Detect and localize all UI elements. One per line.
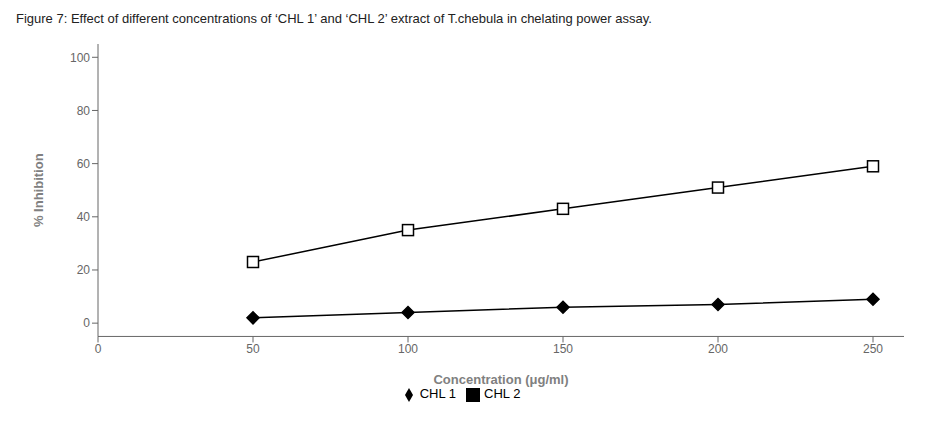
svg-text:250: 250 [863,342,883,356]
svg-text:150: 150 [553,342,573,356]
svg-text:20: 20 [77,263,91,277]
svg-text:0: 0 [83,316,90,330]
svg-text:40: 40 [77,210,91,224]
html-text:CHL 2: CHL 2 [484,386,521,402]
svg-text:0: 0 [95,342,102,356]
html-text:Figure 7: Effect of different: Figure 7: Effect of different concentrat… [16,11,652,26]
svg-text:Concentration (μg/ml): Concentration (μg/ml) [433,372,568,387]
svg-text:80: 80 [77,104,91,118]
svg-text:100: 100 [398,342,418,356]
svg-text:50: 50 [246,342,260,356]
html-text:CHL 1: CHL 1 [419,386,456,402]
svg-text:% Inhibition: % Inhibition [31,153,46,227]
svg-text:60: 60 [77,157,91,171]
svg-text:100: 100 [70,51,90,65]
svg-text:200: 200 [708,342,728,356]
